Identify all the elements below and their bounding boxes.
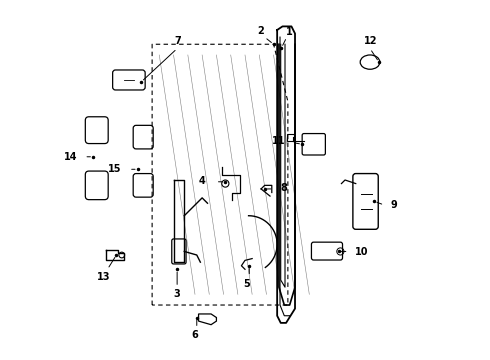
FancyBboxPatch shape <box>353 174 378 229</box>
FancyBboxPatch shape <box>85 117 108 144</box>
Text: 15: 15 <box>108 163 122 174</box>
FancyBboxPatch shape <box>133 174 153 197</box>
FancyBboxPatch shape <box>85 171 108 200</box>
Text: 1: 1 <box>286 27 293 37</box>
FancyBboxPatch shape <box>312 242 343 260</box>
Text: 6: 6 <box>191 330 197 341</box>
Text: 8: 8 <box>280 183 287 193</box>
Text: 12: 12 <box>364 36 377 46</box>
Text: 2: 2 <box>258 26 265 36</box>
Text: 13: 13 <box>97 272 111 282</box>
FancyBboxPatch shape <box>302 134 325 155</box>
Ellipse shape <box>360 55 380 69</box>
FancyBboxPatch shape <box>172 239 186 264</box>
FancyBboxPatch shape <box>133 125 153 149</box>
FancyBboxPatch shape <box>287 134 294 141</box>
Text: 10: 10 <box>355 247 368 257</box>
Text: 3: 3 <box>173 289 180 298</box>
Text: 14: 14 <box>64 152 77 162</box>
Text: 11: 11 <box>271 136 285 147</box>
FancyBboxPatch shape <box>113 70 145 90</box>
Polygon shape <box>198 314 217 325</box>
Text: 5: 5 <box>244 279 250 289</box>
Text: 4: 4 <box>199 176 206 186</box>
Text: 7: 7 <box>175 36 182 46</box>
Text: 9: 9 <box>391 200 397 210</box>
